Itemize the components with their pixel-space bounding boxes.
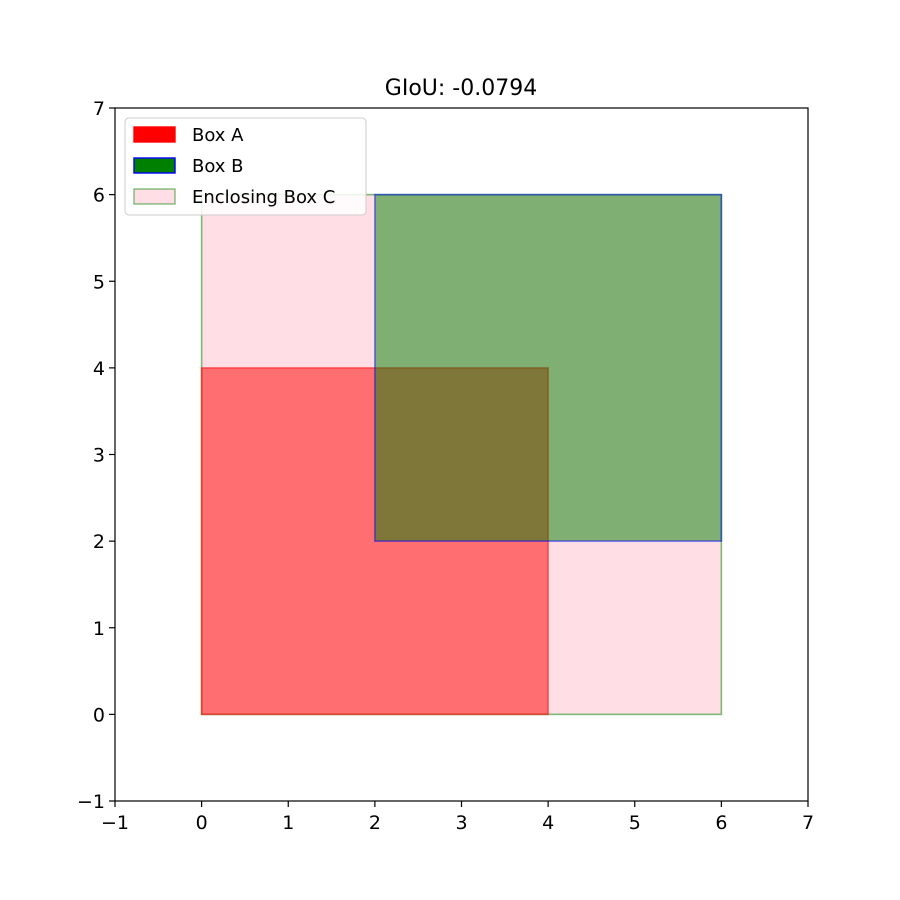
x-tick-label: 1 — [282, 812, 294, 834]
x-tick-label: 2 — [369, 812, 381, 834]
y-tick-label: 6 — [93, 185, 105, 207]
legend-label: Box B — [192, 156, 244, 177]
y-tick-label: 0 — [93, 704, 105, 726]
y-tick-label: −1 — [77, 791, 105, 813]
x-axis: −1 0 1 2 3 4 5 6 7 — [101, 801, 814, 834]
y-tick-label: 1 — [93, 618, 105, 640]
box-b — [374, 193, 723, 542]
x-tick-label: 5 — [629, 812, 641, 834]
chart-title: GIoU: -0.0794 — [385, 76, 537, 101]
x-tick-label: 7 — [802, 812, 814, 834]
y-tick-label: 2 — [93, 531, 105, 553]
x-tick-label: 4 — [542, 812, 554, 834]
legend-swatch — [133, 188, 176, 205]
y-tick-label: 4 — [93, 358, 105, 380]
legend-label: Enclosing Box C — [192, 187, 335, 208]
legend-frame — [124, 117, 367, 216]
legend-swatch — [133, 157, 176, 174]
x-tick-label: 6 — [715, 812, 727, 834]
y-tick-label: 5 — [93, 271, 105, 293]
x-tick-label: −1 — [101, 812, 129, 834]
boxes-layer — [200, 193, 723, 716]
x-tick-label: 3 — [455, 812, 467, 834]
x-tick-label: 0 — [196, 812, 208, 834]
y-tick-label: 3 — [93, 445, 105, 467]
y-axis: −1 0 1 2 3 4 5 6 7 — [77, 98, 115, 813]
legend-swatch — [133, 126, 176, 143]
y-tick-label: 7 — [93, 98, 105, 120]
legend: Box A Box B Enclosing Box C — [124, 117, 367, 216]
legend-label: Box A — [192, 125, 244, 146]
